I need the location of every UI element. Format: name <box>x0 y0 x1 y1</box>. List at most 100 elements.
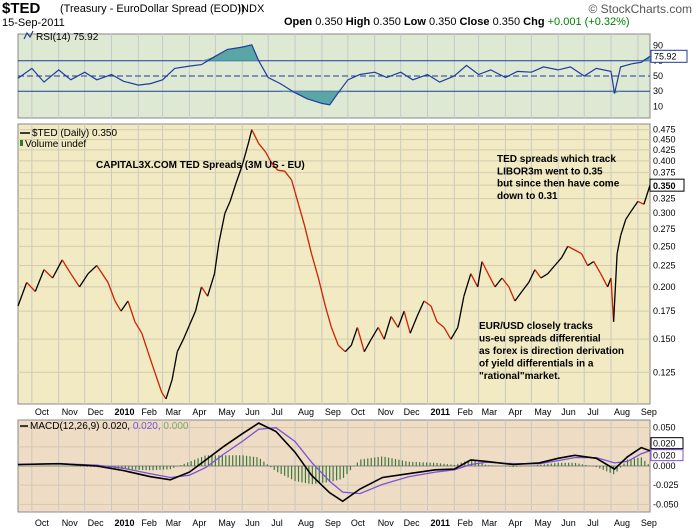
macd-legend: MACD(12,26,9) 0.020, 0.020, 0.000 <box>30 421 189 432</box>
month-label: Apr <box>192 518 206 528</box>
price-legend: $TED (Daily) 0.350 <box>32 128 117 139</box>
price-segment <box>470 273 479 288</box>
price-segment <box>554 257 563 266</box>
price-segment <box>114 300 122 312</box>
price-segment <box>567 245 576 251</box>
quote-bar: Open 0.350 High 0.350 Low 0.350 Close 0.… <box>284 16 630 28</box>
month-label: Jun <box>561 407 576 417</box>
month-label: Aug <box>298 518 314 528</box>
month-label: 2011 <box>431 407 451 417</box>
price-segment <box>96 265 109 283</box>
price-segment <box>213 242 220 274</box>
price-segment <box>26 281 36 292</box>
month-label: May <box>218 407 236 417</box>
price-tick-label: 0.150 <box>653 334 676 344</box>
price-segment <box>397 310 405 328</box>
macd-current-tag <box>650 437 684 450</box>
month-label: May <box>218 518 236 528</box>
price-segment <box>561 245 569 258</box>
month-label: 2010 <box>115 518 135 528</box>
rsi-line <box>17 44 651 106</box>
macd-legend-hist: 0.000 <box>163 421 188 432</box>
price-segment <box>303 225 313 254</box>
price-segment <box>200 286 209 297</box>
volume-legend-icon <box>20 140 23 146</box>
low-label: Low <box>403 16 426 28</box>
month-label: Feb <box>141 407 157 417</box>
month-label: May <box>534 518 552 528</box>
price-segment <box>521 282 530 292</box>
annotation-ted-line: but since then have come <box>497 179 620 190</box>
price-segment <box>383 316 392 340</box>
macd-legend-signal: 0.020, <box>133 421 164 432</box>
month-label: Aug <box>298 407 314 417</box>
price-segment <box>218 213 226 243</box>
price-segment <box>310 253 320 279</box>
price-segment <box>188 310 197 326</box>
price-segment <box>610 277 615 322</box>
price-tick-label: 0.125 <box>653 367 676 377</box>
month-label: Apr <box>508 407 522 417</box>
rsi-tick-label: 30 <box>653 86 663 96</box>
price-segment <box>171 351 178 380</box>
price-tick-label: 0.400 <box>653 156 676 166</box>
low-value: 0.350 <box>428 16 457 28</box>
month-label: Jun <box>245 518 260 528</box>
price-segment <box>194 286 203 312</box>
symbol: $TED <box>2 0 41 17</box>
price-segment <box>403 310 411 334</box>
price-segment <box>147 351 156 373</box>
annotation-ted-line: TED spreads which track <box>497 154 616 165</box>
price-segment <box>436 321 445 328</box>
rsi-legend-icon <box>23 30 34 40</box>
macd-line <box>17 422 651 503</box>
annotation-eur-line: EUR/USD closely tracks <box>479 321 593 332</box>
month-label: Dec <box>88 407 105 417</box>
price-tick-label: 0.275 <box>653 224 676 234</box>
price-tick-label: 0.450 <box>653 134 676 144</box>
month-label: Nov <box>62 518 79 528</box>
month-label: Aug <box>614 407 630 417</box>
price-segment <box>363 338 372 353</box>
price-tick-label: 0.375 <box>653 168 676 178</box>
price-tick-label: 0.425 <box>653 145 676 155</box>
price-segment <box>70 273 81 288</box>
price-tick-label: 0.325 <box>653 194 676 204</box>
price-segment <box>356 327 365 352</box>
annotation-ted-line: down to 0.31 <box>497 191 558 202</box>
price-segment <box>120 300 129 312</box>
macd-legend-label: MACD(12,26,9) 0.020, <box>30 421 133 432</box>
price-segment <box>581 253 589 266</box>
price-segment <box>241 143 249 166</box>
volume-legend: Volume undef <box>25 139 86 150</box>
price-segment <box>494 277 503 288</box>
price-segment <box>277 169 285 172</box>
exchange-label: INDX <box>238 3 265 15</box>
price-segment <box>625 209 633 220</box>
annotation-title: CAPITAL3X.COM TED Spreads (3M US - EU) <box>96 160 305 171</box>
month-label: Mar <box>482 407 498 417</box>
month-label: Oct <box>351 518 366 528</box>
open-label: Open <box>284 16 313 28</box>
annotation-eur-line: us-eu spreads differential <box>479 334 601 345</box>
price-segment <box>409 316 418 334</box>
month-label: May <box>534 407 552 417</box>
price-segment <box>370 327 379 340</box>
price-segment <box>450 327 459 340</box>
month-label: Sep <box>325 518 341 528</box>
price-segment <box>416 300 425 317</box>
price-segment <box>344 344 352 353</box>
macd-tick-label: 0.000 <box>653 461 676 471</box>
month-label: Oct <box>35 518 50 528</box>
brand-logo: © StockCharts.com <box>588 2 692 16</box>
change-label: Chg <box>523 16 545 28</box>
month-label: Nov <box>62 407 79 417</box>
price-segment <box>78 273 89 288</box>
price-segment <box>284 170 293 181</box>
price-segment <box>330 327 339 346</box>
price-segment <box>528 269 536 283</box>
price-segment <box>154 372 163 393</box>
price-segment <box>477 261 483 288</box>
close-value: 0.350 <box>492 16 521 28</box>
price-segment <box>534 269 542 279</box>
